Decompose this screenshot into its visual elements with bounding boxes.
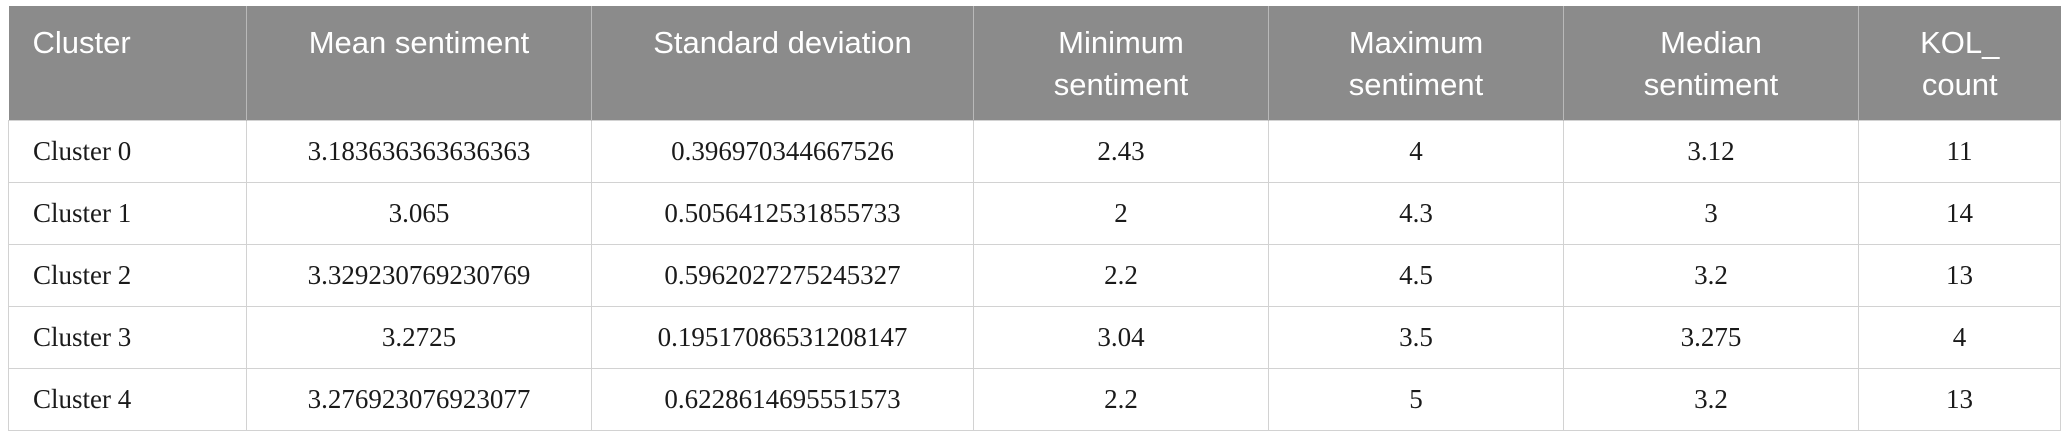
table-cell: 0.19517086531208147 [591,306,974,369]
table-cell: Cluster 4 [8,368,247,431]
table-cell: 4 [1268,120,1564,183]
table-header-row: Cluster Mean sentiment Standard deviation M… [8,6,2061,121]
table-cell: 13 [1858,244,2061,307]
table-row: Cluster 3 3.2725 0.19517086531208147 3.04 3.… [8,306,2061,369]
table-cell: 2.43 [973,120,1269,183]
column-header-median: Median sentiment [1563,6,1859,121]
table-cell: Cluster 3 [8,306,247,369]
table-cell: 3 [1563,182,1859,245]
table-cell: 3.5 [1268,306,1564,369]
column-header-kol: KOL_ count [1858,6,2061,121]
table-cell: 3.2725 [246,306,592,369]
table-body: Cluster 0 3.183636363636363 0.396970344667… [8,120,2061,431]
column-header-cluster: Cluster [8,6,247,121]
table-cell: 2.2 [973,244,1269,307]
table-header: Cluster Mean sentiment Standard deviation M… [8,6,2061,121]
table-cell: 0.5962027275245327 [591,244,974,307]
column-header-mean: Mean sentiment [246,6,592,121]
table-cell: 3.12 [1563,120,1859,183]
table-cell: 3.329230769230769 [246,244,592,307]
table-cell: Cluster 2 [8,244,247,307]
table-cell: 3.2 [1563,368,1859,431]
cluster-sentiment-table: Cluster Mean sentiment Standard deviation M… [8,6,2061,431]
table-cell: 3.04 [973,306,1269,369]
table-cell: 3.183636363636363 [246,120,592,183]
table-container: Cluster Mean sentiment Standard deviation M… [8,6,2061,431]
column-header-minimum: Minimum sentiment [973,6,1269,121]
table-cell: 3.2 [1563,244,1859,307]
table-cell: 0.5056412531855733 [591,182,974,245]
table-cell: 0.396970344667526 [591,120,974,183]
column-header-standard: Standard deviation [591,6,974,121]
table-cell: 4.3 [1268,182,1564,245]
table-cell: Cluster 0 [8,120,247,183]
table-cell: 4.5 [1268,244,1564,307]
table-row: Cluster 2 3.329230769230769 0.596202727524… [8,244,2061,307]
table-cell: 2.2 [973,368,1269,431]
table-cell: 5 [1268,368,1564,431]
table-cell: 11 [1858,120,2061,183]
table-cell: 3.275 [1563,306,1859,369]
table-cell: Cluster 1 [8,182,247,245]
column-header-maximum: Maximum sentiment [1268,6,1564,121]
table-row: Cluster 4 3.276923076923077 0.622861469555… [8,368,2061,431]
table-cell: 3.065 [246,182,592,245]
table-cell: 14 [1858,182,2061,245]
table-cell: 4 [1858,306,2061,369]
table-cell: 0.6228614695551573 [591,368,974,431]
table-cell: 3.276923076923077 [246,368,592,431]
table-cell: 13 [1858,368,2061,431]
table-row: Cluster 0 3.183636363636363 0.396970344667… [8,120,2061,183]
table-row: Cluster 1 3.065 0.5056412531855733 2 4.3 3 14 [8,182,2061,245]
table-cell: 2 [973,182,1269,245]
